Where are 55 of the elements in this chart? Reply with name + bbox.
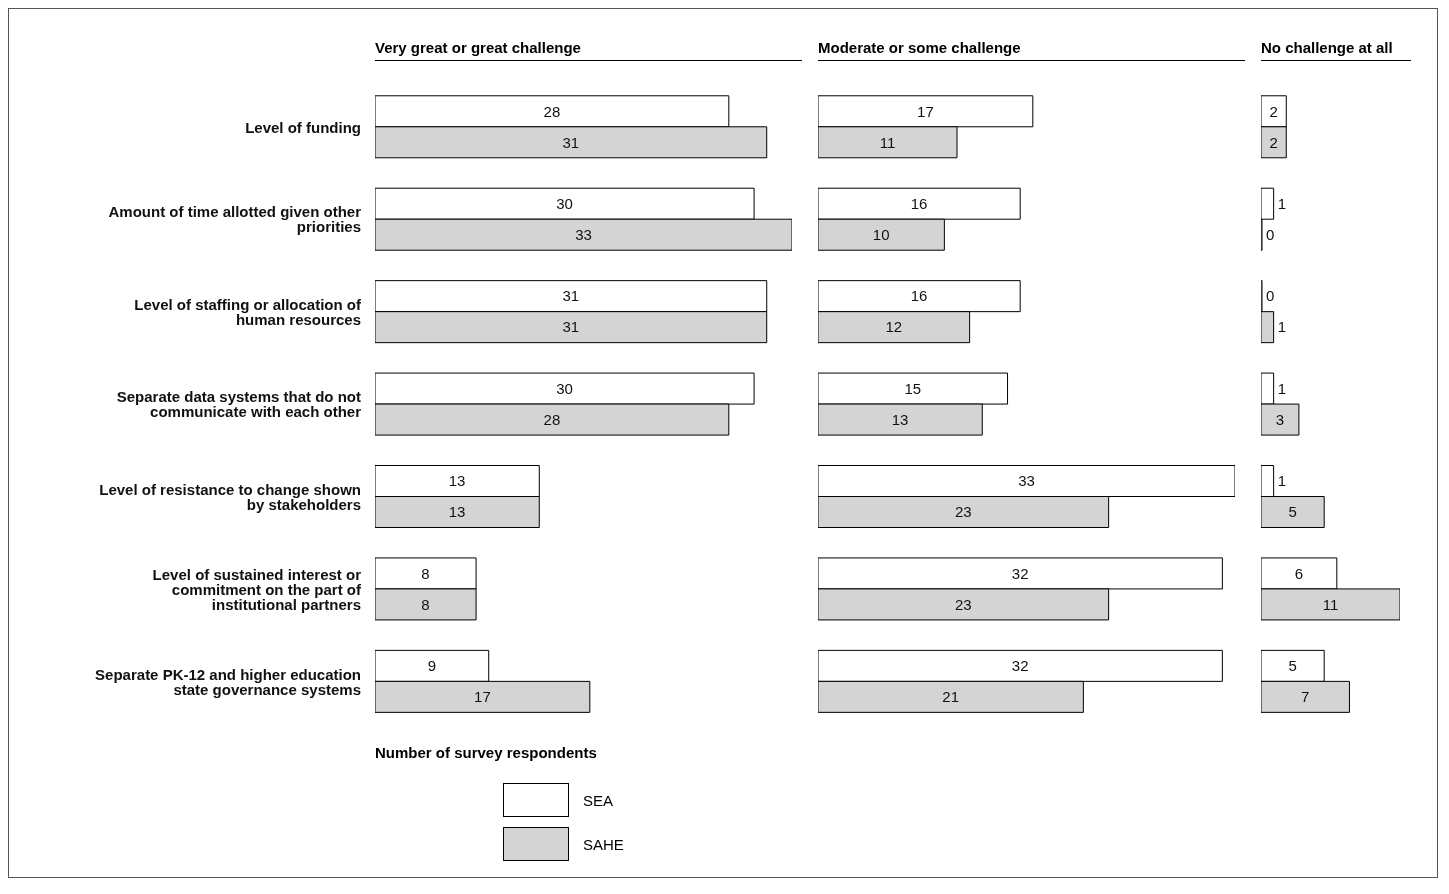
data-label: 9 — [427, 657, 437, 675]
data-label: 31 — [562, 318, 580, 336]
chart-title: Very great or great challenge — [375, 39, 802, 61]
data-label: 33 — [1018, 472, 1035, 490]
data-label: 1 — [1277, 194, 1286, 212]
data-label: 1 — [1277, 318, 1286, 336]
x-axis-title: Number of survey respondents — [375, 744, 598, 761]
data-label: 1 — [1277, 472, 1286, 490]
data-label: 7 — [1301, 688, 1310, 706]
data-label: 28 — [543, 410, 561, 428]
y-tick-label: Separate data systems that do not communicate with each other — [116, 388, 362, 421]
y-tick-label: Level of sustained interest or commitment on the part of institutional partners — [152, 565, 362, 613]
data-label: 2 — [1269, 102, 1278, 120]
y-tick-label: Amount of time allotted given other priorities — [108, 203, 362, 236]
data-label: 1 — [1277, 379, 1286, 397]
data-label: 5 — [1288, 503, 1297, 521]
data-label: 33 — [575, 225, 592, 243]
legend-label: SEA — [583, 791, 614, 809]
chart-title: Moderate or some challenge — [818, 39, 1245, 61]
data-label: 31 — [562, 133, 580, 151]
data-label: 31 — [562, 287, 580, 305]
data-label: 0 — [1266, 225, 1275, 243]
data-label: 13 — [891, 410, 909, 428]
data-label: 5 — [1288, 657, 1297, 675]
y-tick-label: Level of staffing or allocation of human resources — [134, 295, 362, 328]
data-label: 8 — [421, 564, 430, 582]
chart-title: No challenge at all — [1261, 39, 1411, 61]
data-label: 28 — [543, 102, 561, 120]
data-label: 13 — [448, 503, 466, 521]
data-label: 32 — [1011, 657, 1029, 675]
data-label: 13 — [448, 472, 466, 490]
y-tick-label: Separate PK-12 and higher education state governance systems — [95, 665, 361, 698]
data-label: 17 — [474, 688, 491, 706]
data-label: 11 — [879, 133, 896, 151]
data-label: 30 — [556, 379, 573, 397]
data-label: 2 — [1269, 133, 1278, 151]
data-label: 30 — [556, 194, 573, 212]
data-label: 11 — [1322, 595, 1339, 613]
data-label: 8 — [421, 595, 430, 613]
data-label: 15 — [904, 379, 922, 397]
data-label: 0 — [1266, 287, 1275, 305]
data-label: 17 — [917, 102, 934, 120]
data-label: 23 — [954, 503, 972, 521]
legend-label: SAHE — [583, 835, 624, 853]
data-label: 16 — [910, 194, 928, 212]
data-label: 21 — [942, 688, 960, 706]
data-label: 23 — [954, 595, 972, 613]
data-label: 12 — [885, 318, 903, 336]
data-label: 32 — [1011, 564, 1029, 582]
data-label: 6 — [1294, 564, 1304, 582]
y-tick-label: Level of funding — [245, 118, 361, 136]
data-label: 3 — [1275, 410, 1285, 428]
data-label: 16 — [910, 287, 928, 305]
y-tick-label: Level of resistance to change shown by stakeholders — [99, 480, 361, 513]
data-label: 10 — [872, 225, 890, 243]
